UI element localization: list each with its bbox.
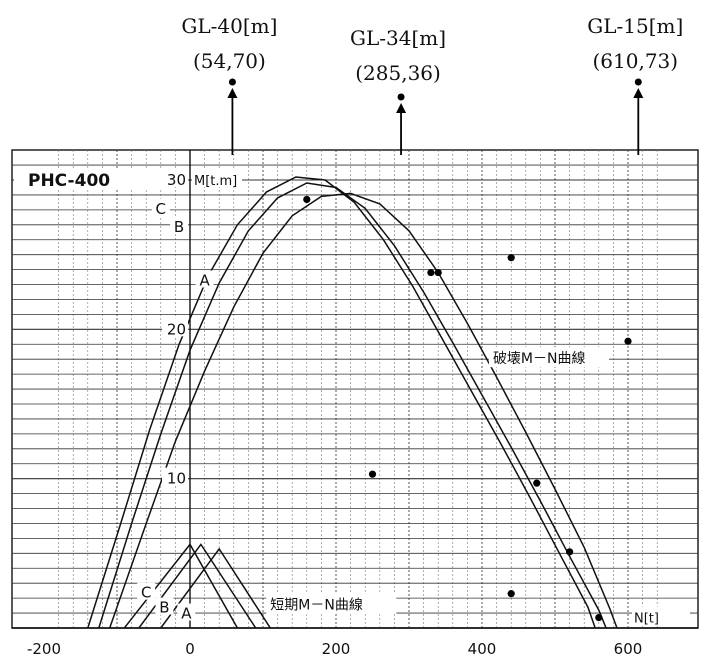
annotation-arrow-head: [227, 88, 238, 98]
data-point: [507, 254, 515, 262]
y-tick-label: 10: [167, 470, 186, 488]
series-label: A: [199, 272, 210, 290]
series-label-bg: [170, 216, 189, 234]
series-break-C: [87, 176, 596, 628]
data-point: [303, 195, 311, 204]
x-tick-label: 600: [614, 640, 643, 658]
series-label: C: [141, 584, 151, 602]
annotation-point: [228, 78, 236, 86]
x-tick-label: 0: [185, 640, 195, 658]
series-label: C: [156, 200, 166, 218]
series-short-C: [123, 543, 239, 628]
title-bg: [14, 168, 164, 190]
data-point: [507, 590, 515, 598]
series-label: A: [181, 605, 192, 623]
series-short-A: [160, 547, 271, 628]
series-label: B: [174, 218, 184, 236]
break-curve-label: 破壊M－N曲線: [493, 351, 586, 367]
xlabel-bg: [632, 606, 690, 625]
x-tick-label: -200: [27, 640, 61, 658]
annotation-arrow-head: [633, 88, 644, 98]
annotation-label: GL-34[m]: [350, 26, 446, 50]
annotation-label: GL-15[m]: [587, 14, 683, 38]
series-break-B: [98, 182, 607, 628]
annotation-coords: (285,36): [355, 61, 441, 85]
series-break-A: [108, 192, 618, 628]
data-point: [566, 548, 574, 556]
data-point: [595, 613, 603, 622]
series-label-bg: [177, 603, 196, 621]
axes: [12, 150, 698, 629]
data-point: [624, 337, 632, 345]
data-point: [434, 268, 442, 277]
y-tick-bg: [162, 318, 188, 337]
ylabel-bg: [192, 169, 242, 187]
chart-title: PHC-400: [28, 171, 110, 191]
series-label-bg: [137, 582, 156, 600]
data-point: [368, 470, 377, 478]
series-label-bg: [151, 198, 170, 216]
y-axis-label: M[t.m]: [194, 174, 237, 189]
y-tick-bg: [162, 467, 188, 486]
annotation-label: GL-40[m]: [181, 14, 277, 38]
series-label-bg: [155, 597, 174, 615]
short-curve-label-bg: [266, 593, 397, 614]
data-points: [303, 195, 632, 622]
y-tick-label: 30: [167, 171, 186, 189]
data-point: [533, 479, 541, 487]
break-curve-label-bg: [488, 347, 609, 368]
series-label-bg: [195, 270, 214, 288]
short-curve-label: 短期M－N曲線: [270, 598, 363, 614]
y-tick-label: 20: [167, 320, 186, 338]
x-axis-label: N[t]: [634, 612, 659, 627]
annotation-point: [634, 78, 642, 86]
annotation-coords: (54,70): [193, 49, 266, 73]
x-tick-label: 200: [322, 640, 351, 658]
annotation-arrow-head: [396, 103, 407, 113]
annotation-point: [397, 93, 405, 101]
y-tick-bg: [162, 169, 188, 187]
grid: [11, 149, 699, 629]
annotation-coords: (610,73): [593, 49, 679, 73]
series: [87, 176, 618, 628]
data-point: [427, 268, 435, 277]
x-tick-label: 400: [468, 640, 497, 658]
series-label: B: [159, 599, 169, 617]
annotations: GL-40[m] (54,70) GL-34[m] (285,36) GL-15[m] (…: [181, 14, 683, 155]
